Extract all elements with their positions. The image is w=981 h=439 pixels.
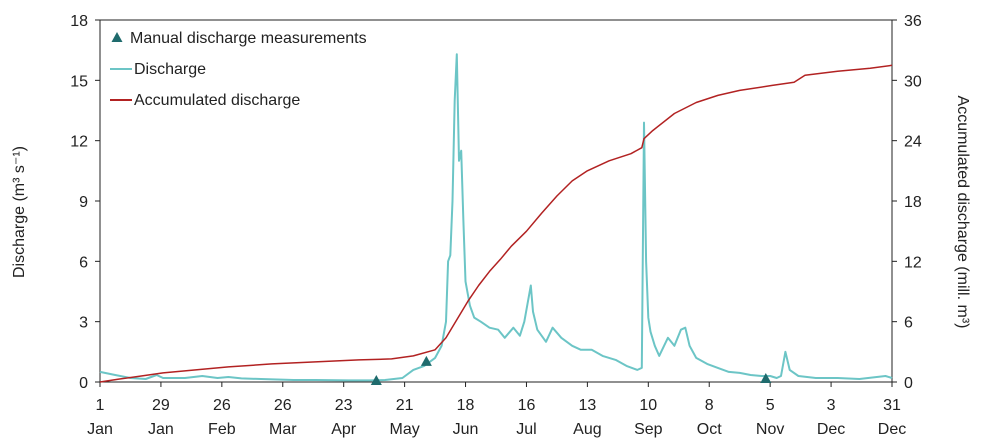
x-tick-day-label: 21 <box>396 397 414 414</box>
x-tick-day-label: 29 <box>152 397 170 414</box>
x-tick-day-label: 13 <box>578 397 596 414</box>
x-tick-day-label: 31 <box>883 397 901 414</box>
x-tick-day-label: 23 <box>335 397 353 414</box>
y-left-tick-label: 3 <box>79 315 88 332</box>
y-left-tick-label: 0 <box>79 375 88 392</box>
plot-area-border <box>99 19 893 383</box>
y-left-tick-label: 15 <box>70 73 88 90</box>
plot-frame <box>99 19 893 383</box>
y-right-tick-label: 0 <box>904 375 913 392</box>
y-right-tick-label: 12 <box>904 254 922 271</box>
y-left-axis-title: Discharge (m³ s⁻¹) <box>11 146 28 278</box>
legend: Manual discharge measurements Discharge Ac… <box>110 30 367 109</box>
x-tick-day-label: 8 <box>705 397 714 414</box>
x-tick-month-label: Apr <box>331 421 357 438</box>
x-tick-day-label: 5 <box>766 397 775 414</box>
y-left-tick-label: 9 <box>79 194 88 211</box>
x-tick-month-label: Jul <box>516 421 536 438</box>
y-right-axis-ticks: 0 6 12 18 24 30 36 <box>892 13 922 392</box>
accumulated-discharge-line <box>99 64 893 383</box>
y-left-tick-label: 6 <box>79 254 88 271</box>
y-left-axis-ticks: 0 3 6 9 12 15 18 <box>70 13 100 392</box>
manual-measurement-marker <box>420 355 432 366</box>
x-tick-day-label: 16 <box>518 397 536 414</box>
x-tick-day-label: 3 <box>827 397 836 414</box>
x-tick-day-label: 1 <box>96 397 105 414</box>
x-tick-day-label: 26 <box>213 397 231 414</box>
legend-triangle-marker <box>111 32 123 42</box>
x-tick-month-label: Feb <box>208 421 236 438</box>
manual-measurement-marker <box>370 374 382 385</box>
x-tick-month-label: May <box>389 421 419 438</box>
series-layer <box>99 53 893 383</box>
discharge-line <box>99 53 893 382</box>
x-tick-month-label: Jan <box>148 421 174 438</box>
x-tick-month-label: Sep <box>634 421 663 438</box>
y-right-tick-label: 18 <box>904 194 922 211</box>
y-left-tick-label: 12 <box>70 134 88 151</box>
x-tick-month-label: Mar <box>269 421 297 438</box>
legend-label: Discharge <box>134 61 206 78</box>
x-tick-month-label: Nov <box>756 421 784 438</box>
y-right-tick-label: 6 <box>904 315 913 332</box>
legend-label: Manual discharge measurements <box>130 30 367 47</box>
x-tick-day-label: 18 <box>457 397 475 414</box>
y-right-axis-title: Accumulated discharge (mill. m³) <box>954 96 971 329</box>
x-tick-month-label: Jun <box>453 421 479 438</box>
x-tick-month-label: Dec <box>817 421 845 438</box>
x-tick-month-label: Aug <box>573 421 601 438</box>
x-tick-day-label: 26 <box>274 397 292 414</box>
manual-measurement-markers <box>370 355 772 385</box>
x-tick-month-label: Oct <box>697 421 722 438</box>
y-left-tick-label: 18 <box>70 13 88 30</box>
y-right-tick-label: 36 <box>904 13 922 30</box>
x-tick-month-label: Dec <box>878 421 906 438</box>
y-right-tick-label: 30 <box>904 73 922 90</box>
legend-label: Accumulated discharge <box>134 92 300 109</box>
x-tick-month-label: Jan <box>87 421 113 438</box>
x-axis-ticks: 1 Jan 29 Jan 26 Feb 26 Mar 23 Apr 21 May 18 Jun 16 Jul 1… <box>87 382 906 438</box>
y-right-tick-label: 24 <box>904 134 922 151</box>
x-tick-day-label: 10 <box>639 397 657 414</box>
manual-measurement-marker <box>760 372 772 383</box>
